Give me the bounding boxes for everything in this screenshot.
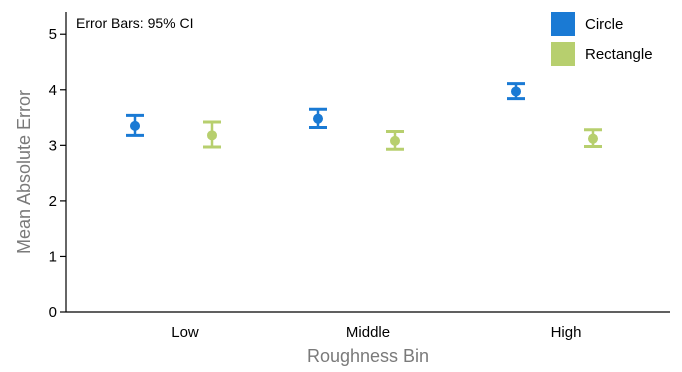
legend-label: Circle <box>585 16 623 33</box>
legend-swatch <box>551 42 575 66</box>
y-tick-label-2: 2 <box>49 193 57 210</box>
x-axis-title: Roughness Bin <box>307 346 429 366</box>
y-tick-label-1: 1 <box>49 248 57 265</box>
point-rectangle-2 <box>584 128 602 148</box>
point-rectangle-1 <box>386 129 404 151</box>
legend-item-rectangle: Rectangle <box>551 42 653 66</box>
legend: Circle Rectangle <box>551 12 653 66</box>
y-axis-title: Mean Absolute Error <box>14 90 34 254</box>
mean-marker <box>511 86 521 97</box>
y-tick-label-5: 5 <box>49 26 57 43</box>
x-tick-label-0: Low <box>171 324 199 341</box>
legend-label: Rectangle <box>585 46 653 63</box>
point-circle-2 <box>507 82 525 101</box>
y-tick-label-3: 3 <box>49 137 57 154</box>
y-ticks: 0 1 2 3 4 5 <box>49 26 66 321</box>
x-tick-label-1: Middle <box>346 324 390 341</box>
point-circle-0 <box>126 113 144 137</box>
mean-marker <box>130 120 140 131</box>
mean-marker <box>313 113 323 124</box>
y-tick-label-0: 0 <box>49 304 57 321</box>
point-circle-1 <box>309 107 327 130</box>
y-tick-label-4: 4 <box>49 82 57 99</box>
legend-item-circle: Circle <box>551 12 623 36</box>
x-tick-label-2: High <box>551 324 582 341</box>
legend-swatch <box>551 12 575 36</box>
mean-marker <box>390 135 400 146</box>
mean-marker <box>207 130 217 141</box>
x-ticks: Low Middle High <box>171 324 581 341</box>
data-marks <box>126 82 602 151</box>
error-bar-note: Error Bars: 95% CI <box>76 15 193 31</box>
mean-marker <box>588 133 598 144</box>
point-rectangle-0 <box>203 120 221 149</box>
